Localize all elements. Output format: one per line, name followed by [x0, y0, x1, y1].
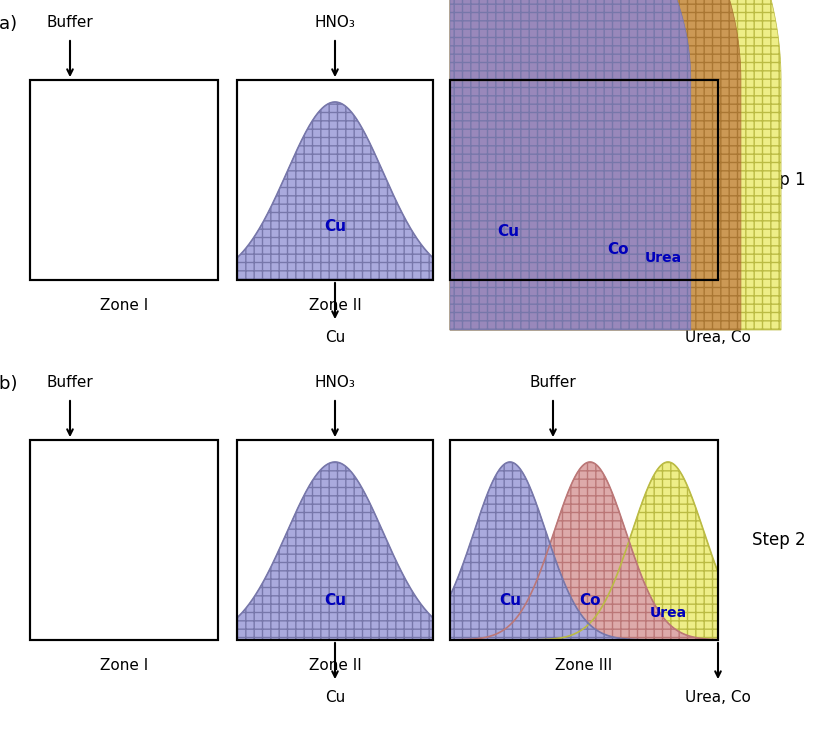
Text: HNO₃: HNO₃ [314, 15, 355, 30]
Text: Buffer: Buffer [530, 375, 576, 390]
Text: HNO₃: HNO₃ [314, 375, 355, 390]
Bar [30, 80, 218, 280]
Text: Step 2: Step 2 [752, 531, 806, 549]
Bar [237, 440, 433, 640]
Text: Zone III: Zone III [555, 298, 613, 313]
Bar [237, 440, 433, 640]
Text: Feed: Feed [535, 15, 571, 30]
Text: Zone I: Zone I [100, 298, 148, 313]
Text: Cu: Cu [324, 593, 346, 609]
Polygon shape [450, 0, 741, 330]
Text: Buffer: Buffer [47, 15, 93, 30]
Text: Urea: Urea [650, 606, 686, 620]
Text: (b): (b) [0, 375, 18, 393]
Bar [237, 80, 433, 280]
Bar [450, 440, 718, 640]
Text: Cu: Cu [325, 690, 345, 705]
Text: Zone II: Zone II [309, 298, 361, 313]
Bar [237, 80, 433, 280]
Text: Zone I: Zone I [100, 658, 148, 673]
Text: Buffer: Buffer [47, 375, 93, 390]
Bar [30, 440, 218, 640]
Text: Zone II: Zone II [309, 658, 361, 673]
Text: Co: Co [607, 242, 629, 258]
Text: Step 1: Step 1 [752, 171, 806, 189]
Text: Cu: Cu [497, 224, 519, 239]
Polygon shape [450, 0, 781, 330]
Text: Urea, Co: Urea, Co [685, 330, 751, 345]
Bar [450, 80, 718, 280]
Text: Cu: Cu [499, 593, 521, 609]
Text: Cu: Cu [325, 330, 345, 345]
Text: Co: Co [580, 593, 600, 609]
Text: Cu: Cu [324, 219, 346, 234]
Polygon shape [450, 0, 691, 330]
Text: (a): (a) [0, 15, 18, 33]
Bar [450, 80, 718, 280]
Bar [30, 440, 218, 640]
Bar [450, 440, 718, 640]
Text: Urea: Urea [645, 251, 681, 265]
Text: Zone III: Zone III [555, 658, 613, 673]
Text: Urea, Co: Urea, Co [685, 690, 751, 705]
Bar [30, 80, 218, 280]
